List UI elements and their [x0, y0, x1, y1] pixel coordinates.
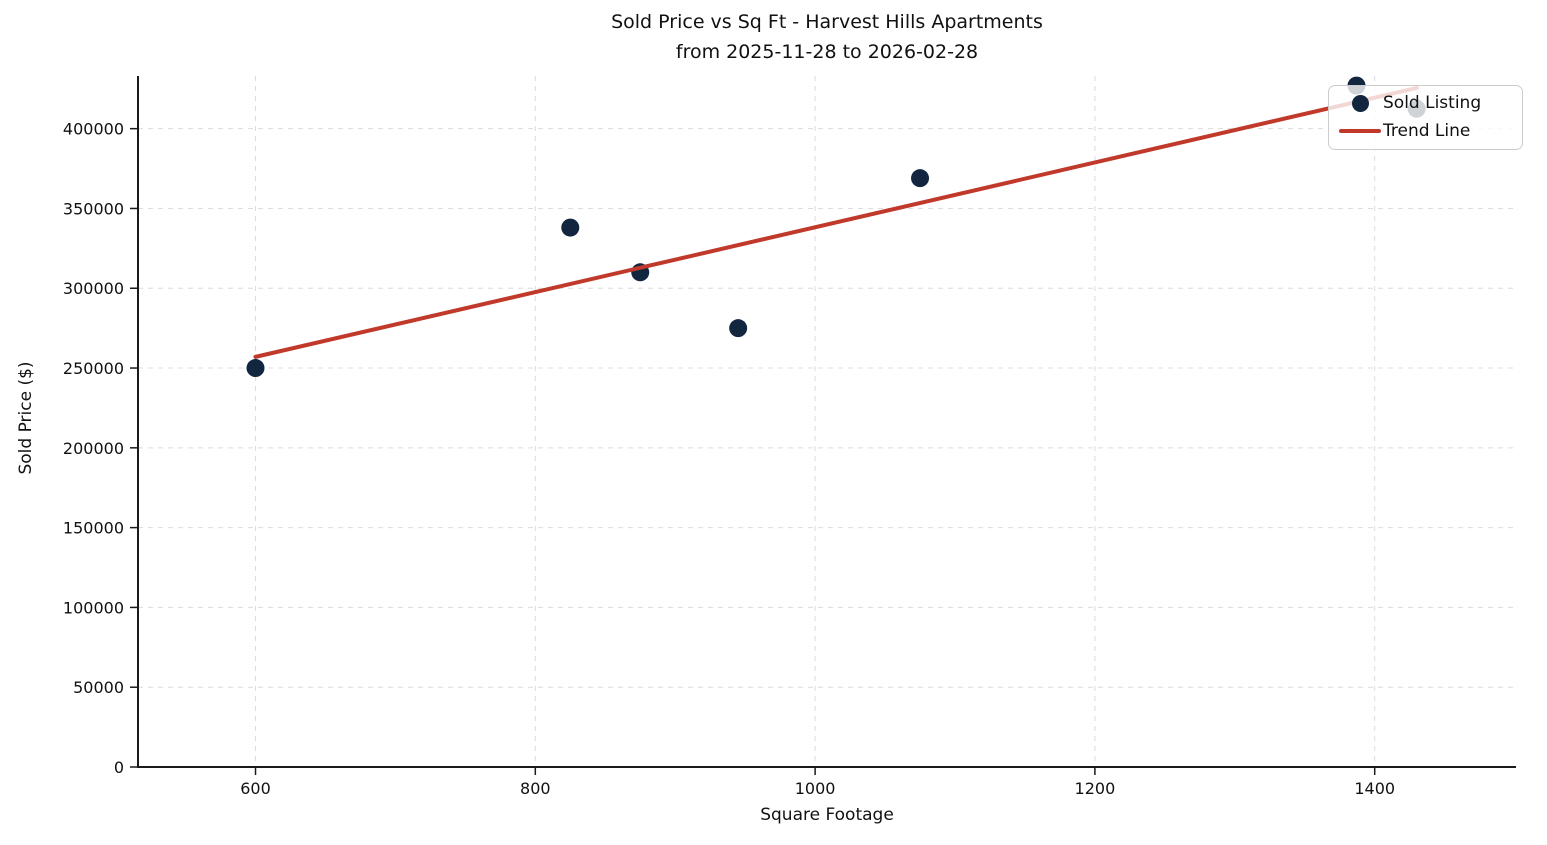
- x-tick-label: 800: [520, 779, 551, 798]
- x-tick-label: 1000: [795, 779, 836, 798]
- trend-line-marker-icon: [1337, 129, 1383, 134]
- y-tick-label: 100000: [63, 598, 124, 617]
- trend-line: [253, 85, 1419, 359]
- y-tick-label: 200000: [63, 439, 124, 458]
- sold-listing-point: [729, 319, 748, 338]
- sold-listing-point: [246, 359, 265, 378]
- legend-label-trend-line: Trend Line: [1383, 120, 1471, 141]
- y-tick-label: 150000: [63, 519, 124, 538]
- y-tick-label: 0: [114, 758, 124, 777]
- legend-label-sold-listing: Sold Listing: [1383, 93, 1482, 114]
- x-axis-label: Square Footage: [760, 805, 894, 825]
- x-tick-label: 1400: [1354, 779, 1395, 798]
- y-axis-label: Sold Price ($): [16, 361, 36, 475]
- y-tick-label: 300000: [63, 279, 124, 298]
- chart-subtitle: from 2025-11-28 to 2026-02-28: [675, 41, 979, 63]
- y-tick-label: 250000: [63, 359, 124, 378]
- x-tick-label: 1200: [1075, 779, 1116, 798]
- legend-item-trend-line: Trend Line: [1337, 120, 1514, 141]
- x-tick-label: 600: [240, 779, 271, 798]
- sold-listing-marker-icon: [1337, 95, 1383, 113]
- y-tick-label: 350000: [63, 199, 124, 218]
- legend: Sold Listing Trend Line: [1328, 85, 1523, 150]
- y-tick-label: 50000: [73, 678, 124, 697]
- legend-item-sold-listing: Sold Listing: [1337, 93, 1514, 114]
- chart-title: Sold Price vs Sq Ft - Harvest Hills Apar…: [611, 11, 1043, 33]
- sold-listing-point: [561, 218, 580, 237]
- y-tick-label: 400000: [63, 120, 124, 139]
- sold-listing-point: [911, 169, 930, 188]
